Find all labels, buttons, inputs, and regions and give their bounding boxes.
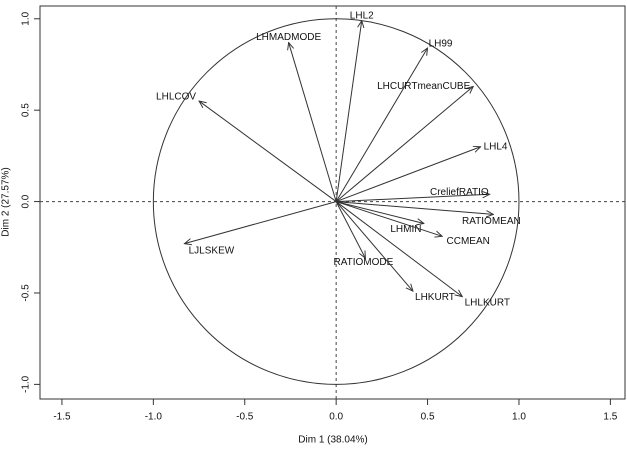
- y-tick-label: 0.0: [21, 194, 32, 208]
- arrow: [335, 147, 480, 203]
- y-tick-label: -0.5: [21, 284, 32, 302]
- arrow: [336, 194, 490, 203]
- x-tick-label: 0.0: [329, 412, 343, 423]
- arrow: [336, 201, 424, 224]
- x-tick-label: -1.5: [53, 412, 71, 423]
- arrow-label: CreliefRATIO: [430, 187, 489, 198]
- x-tick-label: -1.0: [145, 412, 163, 423]
- arrow: [199, 101, 337, 202]
- arrow-label: RATIOMEAN: [462, 216, 521, 227]
- x-tick-label: 0.5: [421, 412, 435, 423]
- arrow-label: LHL2: [350, 10, 374, 21]
- arrow: [184, 201, 337, 244]
- arrow: [289, 43, 337, 202]
- y-axis-label: Dim 2 (27.57%): [1, 167, 12, 236]
- arrow: [335, 201, 413, 292]
- x-tick-label: -0.5: [236, 412, 254, 423]
- arrow-label: LHMADMODE: [256, 32, 321, 43]
- x-tick-label: 1.5: [603, 412, 617, 423]
- x-axis-label: Dim 1 (38.04%): [298, 435, 367, 446]
- plot-frame: [39, 5, 626, 400]
- arrow: [335, 201, 365, 259]
- arrow: [335, 86, 473, 202]
- arrow: [336, 201, 493, 215]
- arrow-label: LHKURT: [415, 292, 455, 303]
- arrow: [335, 21, 362, 202]
- arrow: [335, 48, 427, 202]
- arrow-label: RATIOMODE: [333, 257, 393, 268]
- arrow-label: LHCURTmeanCUBE: [377, 81, 471, 92]
- arrow-label: LHMIN: [390, 224, 421, 235]
- arrow-label: CCMEAN: [447, 236, 490, 247]
- x-tick-label: 1.0: [512, 412, 526, 423]
- y-tick-label: -1.0: [21, 375, 32, 393]
- y-tick-label: 0.5: [21, 103, 32, 117]
- unit-circle: [152, 18, 520, 385]
- y-tick-label: 1.0: [21, 11, 32, 25]
- arrow-label: LHL4: [484, 141, 508, 152]
- arrow-label: LH99: [429, 39, 453, 50]
- arrow: [336, 201, 442, 237]
- arrow-label: LHLCOV: [156, 92, 196, 103]
- arrow-label: LHLKURT: [465, 297, 510, 308]
- arrow: [335, 201, 462, 297]
- arrow-label: LJLSKEW: [189, 245, 235, 256]
